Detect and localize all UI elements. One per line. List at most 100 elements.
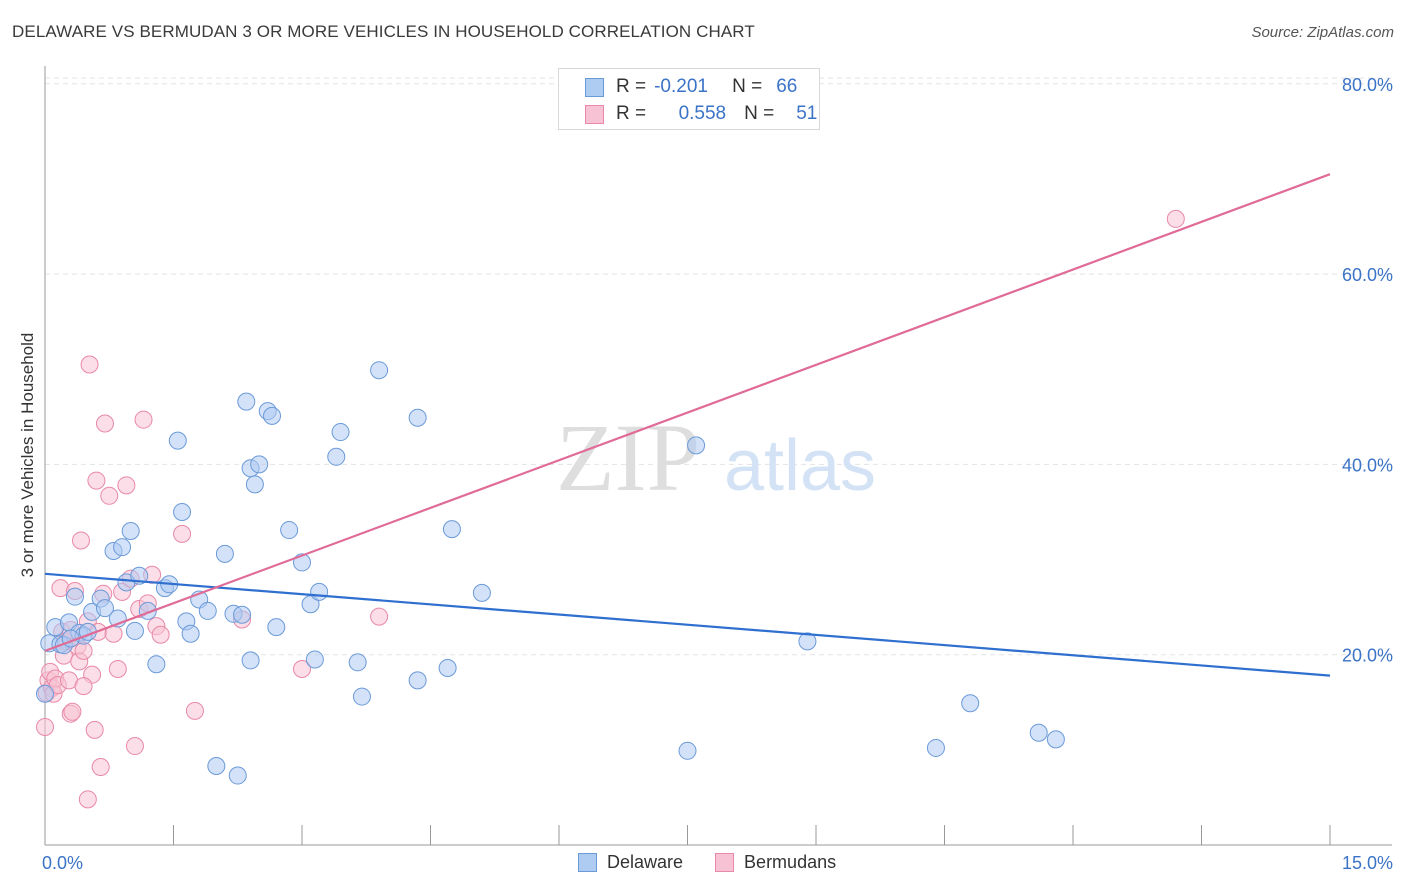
- delaware-point: [348, 653, 367, 672]
- bermudans-point: [151, 625, 170, 644]
- delaware-point: [241, 651, 260, 670]
- delaware-point: [370, 361, 389, 380]
- delaware-point: [331, 423, 350, 442]
- delaware-point: [408, 408, 427, 427]
- delaware-point: [125, 621, 144, 640]
- watermark-zip: ZIP: [556, 404, 700, 511]
- watermark-atlas: atlas: [724, 426, 876, 506]
- legend-label-bermudans: Bermudans: [744, 852, 837, 872]
- n-label: N =: [732, 76, 763, 97]
- n-value: 51: [796, 103, 818, 124]
- y-tick-label: 60.0%: [1342, 265, 1393, 285]
- delaware-point: [215, 544, 234, 563]
- r-label: R =: [616, 103, 647, 124]
- delaware-point: [352, 687, 371, 706]
- bermudans-swatch: [585, 104, 604, 124]
- series-legend: Delaware Bermudans: [578, 852, 868, 873]
- delaware-point: [305, 650, 324, 669]
- delaware-point: [181, 624, 200, 643]
- bermudans-point: [71, 531, 90, 550]
- delaware-point: [207, 757, 226, 776]
- x-tick-label: 0.0%: [42, 853, 83, 873]
- delaware-point: [472, 583, 491, 602]
- bermudans-point: [134, 410, 153, 429]
- delaware-point: [228, 766, 247, 785]
- watermark: ZIP atlas: [556, 404, 876, 511]
- bermudans-point: [185, 701, 204, 720]
- delaware-point: [36, 684, 54, 703]
- bermudans-point: [173, 524, 192, 543]
- delaware-legend-swatch: [578, 853, 597, 872]
- delaware-point: [926, 738, 945, 757]
- y-tick-label: 80.0%: [1342, 75, 1393, 95]
- bermudans-point: [36, 718, 54, 737]
- delaware-point: [678, 741, 697, 760]
- delaware-point: [147, 655, 166, 674]
- stats-row-delaware: R = -0.201 N = 66: [585, 75, 797, 99]
- delaware-point: [961, 694, 980, 713]
- r-value: -0.201: [654, 76, 708, 97]
- bermudans-point: [78, 790, 97, 809]
- delaware-point: [250, 455, 269, 474]
- delaware-point: [1046, 730, 1065, 749]
- delaware-point: [121, 522, 140, 541]
- delaware-point: [237, 392, 256, 411]
- delaware-point: [687, 436, 706, 455]
- stats-row-bermudans: R = 0.558 N = 51: [585, 102, 817, 126]
- bermudans-trend-line: [44, 173, 1331, 652]
- delaware-point: [267, 618, 286, 637]
- bermudans-point: [1166, 209, 1185, 228]
- series-delaware: [36, 361, 1065, 785]
- bermudans-point: [74, 641, 93, 660]
- bermudans-point: [80, 355, 99, 374]
- delaware-point: [408, 671, 427, 690]
- delaware-point: [65, 587, 84, 606]
- legend-label-delaware: Delaware: [607, 852, 684, 872]
- delaware-swatch: [585, 77, 604, 97]
- trend-lines: [44, 173, 1331, 677]
- bermudans-point: [74, 677, 93, 696]
- y-tick-label: 40.0%: [1342, 455, 1393, 475]
- bermudans-point: [91, 757, 110, 776]
- delaware-point: [798, 632, 817, 651]
- bermudans-point: [117, 476, 136, 495]
- bermudans-point: [370, 607, 389, 626]
- delaware-point: [198, 601, 217, 620]
- bermudans-point: [63, 702, 82, 721]
- chart-source: Source: ZipAtlas.com: [1251, 24, 1394, 41]
- n-value: 66: [776, 76, 798, 97]
- bermudans-point: [85, 720, 104, 739]
- n-label: N =: [744, 103, 775, 124]
- y-tick-label: 20.0%: [1342, 646, 1393, 666]
- r-label: R =: [616, 76, 647, 97]
- delaware-point: [173, 502, 192, 521]
- chart-title: DELAWARE VS BERMUDAN 3 OR MORE VEHICLES …: [12, 22, 755, 41]
- bermudans-point: [87, 471, 106, 490]
- delaware-point: [245, 475, 264, 494]
- delaware-point: [1029, 723, 1048, 742]
- x-tick-label: 15.0%: [1342, 853, 1393, 873]
- legend-item-bermudans[interactable]: Bermudans: [715, 852, 836, 873]
- bermudans-legend-swatch: [715, 853, 735, 872]
- delaware-point: [95, 599, 114, 618]
- grid-lines: [45, 77, 1392, 656]
- delaware-point: [113, 538, 132, 557]
- stats-legend: R = -0.201 N = 66 R = 0.558 N = 51: [558, 68, 820, 130]
- delaware-point: [263, 406, 282, 425]
- delaware-point: [442, 520, 461, 539]
- r-value: 0.558: [678, 103, 727, 124]
- bermudans-point: [95, 414, 114, 433]
- delaware-point: [327, 447, 346, 466]
- legend-item-delaware[interactable]: Delaware: [578, 852, 683, 873]
- delaware-point: [168, 431, 187, 450]
- delaware-point: [233, 605, 252, 624]
- delaware-trend-line: [44, 572, 1331, 677]
- bermudans-point: [100, 486, 119, 505]
- delaware-point: [438, 659, 457, 678]
- axes: [44, 66, 1392, 846]
- tick-labels: 20.0% 40.0% 60.0% 80.0% 0.0% 15.0%: [42, 75, 1393, 873]
- bermudans-point: [108, 659, 127, 678]
- bermudans-point: [51, 579, 70, 598]
- bermudans-point: [125, 737, 144, 756]
